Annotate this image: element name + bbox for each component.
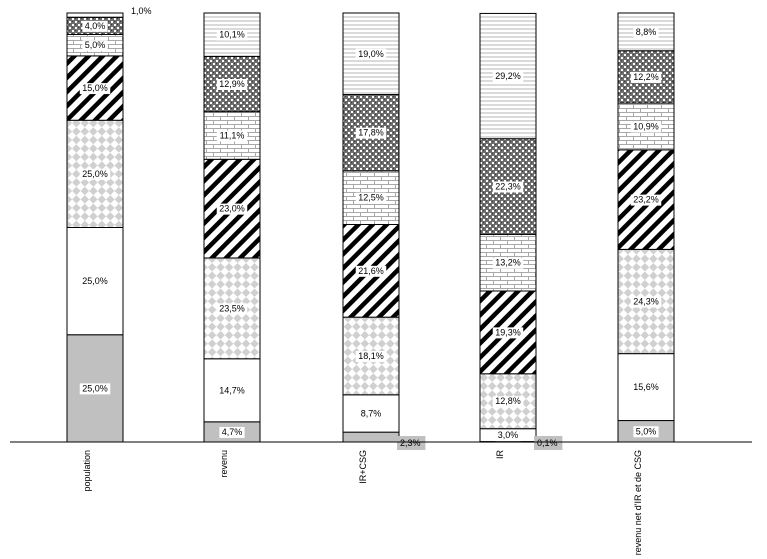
- data-label-bg: [492, 257, 524, 269]
- data-label-bg: [358, 408, 384, 420]
- data-label-bg: [633, 26, 659, 38]
- data-label-bg: [82, 40, 108, 52]
- data-label: 5,0%: [636, 426, 657, 436]
- data-label-bg: [630, 71, 662, 83]
- data-label: 11,1%: [220, 130, 245, 140]
- data-label: 8,8%: [636, 27, 657, 37]
- category-label: IR: [495, 449, 505, 459]
- data-label: 4,0%: [85, 21, 106, 31]
- data-label: 13,2%: [495, 258, 521, 268]
- data-label: 8,7%: [361, 408, 382, 418]
- data-labels-layer: 25,0% 25,0% 25,0% 15,0% 5,0% 4,0% 1,0% 4,7% 14,7…: [79, 6, 662, 450]
- data-label: 10,1%: [219, 30, 245, 40]
- category-label: revenu: [219, 450, 229, 478]
- data-label-bg: [355, 192, 387, 204]
- bar-2: [342, 12, 400, 443]
- data-label-box: [397, 436, 426, 450]
- data-label: 4,7%: [222, 427, 243, 437]
- data-label-bg: [216, 78, 248, 90]
- data-label: 22,3%: [495, 182, 521, 192]
- data-label: 12,5%: [358, 193, 384, 203]
- data-label-bg: [355, 127, 387, 139]
- data-label-bg: [219, 426, 245, 438]
- data-label: 18,1%: [358, 351, 384, 361]
- data-label-bg: [79, 383, 111, 395]
- category-label: IR+CSG: [358, 450, 368, 484]
- data-label: 29,2%: [495, 71, 521, 81]
- data-label: 23,2%: [633, 195, 659, 205]
- bar-4: [617, 12, 675, 443]
- bar-0: [66, 12, 124, 443]
- bar-segment-fourth: [617, 149, 675, 250]
- data-label: 15,6%: [633, 382, 659, 392]
- data-label-bg: [630, 296, 662, 308]
- data-label: 2,3%: [400, 438, 421, 448]
- data-label: 19,0%: [358, 49, 384, 59]
- data-label: 24,3%: [633, 297, 659, 307]
- bar-segment-second: [203, 358, 261, 423]
- data-label-bg: [82, 20, 108, 32]
- data-label-bg: [492, 327, 524, 339]
- data-label: 25,0%: [82, 276, 108, 286]
- data-label: 15,0%: [82, 83, 108, 93]
- data-label: 10,9%: [633, 121, 659, 131]
- data-label: 12,8%: [495, 396, 521, 406]
- data-label: 25,0%: [82, 169, 108, 179]
- data-label: 12,2%: [633, 72, 659, 82]
- data-label-bg: [216, 303, 248, 315]
- category-label: revenu net d'IR et de CSG: [633, 450, 643, 555]
- data-label-bg: [492, 181, 524, 193]
- data-label-bg: [216, 130, 248, 142]
- data-label: 14,7%: [219, 385, 245, 395]
- data-label: 23,5%: [219, 303, 245, 313]
- bars-layer: [66, 12, 675, 443]
- bar-segment-top: [479, 12, 537, 140]
- data-label: 19,3%: [495, 327, 521, 337]
- data-label: 1,0%: [131, 6, 152, 16]
- data-label-box: [534, 436, 563, 450]
- data-label-bg: [495, 430, 521, 442]
- data-label: 23,0%: [219, 204, 245, 214]
- data-label-bg: [630, 121, 662, 133]
- data-label-bg: [79, 168, 111, 180]
- data-label: 3,0%: [498, 430, 519, 440]
- data-label-bg: [216, 203, 248, 215]
- data-label-bg: [492, 71, 524, 83]
- bar-1: [203, 12, 261, 443]
- bar-3: [479, 12, 537, 443]
- data-label: 17,8%: [358, 128, 384, 138]
- data-label: 25,0%: [82, 383, 108, 393]
- data-label-bg: [79, 83, 111, 95]
- data-label-bg: [630, 382, 662, 394]
- data-label-bg: [355, 48, 387, 60]
- data-label-bg: [355, 265, 387, 277]
- data-label-bg: [216, 29, 248, 41]
- data-label-bg: [216, 385, 248, 397]
- data-label-bg: [630, 194, 662, 206]
- data-label-bg: [492, 396, 524, 408]
- data-label-bg: [355, 350, 387, 362]
- data-label-bg: [633, 426, 659, 438]
- data-label: 12,9%: [219, 79, 245, 89]
- bar-segment-lowest: [342, 431, 400, 443]
- x-axis: population revenu IR+CSG IR revenu net d'IR …: [10, 441, 752, 555]
- data-label: 0,1%: [537, 438, 558, 448]
- data-label: 21,6%: [358, 266, 384, 276]
- category-label: population: [82, 450, 92, 492]
- data-label: 5,0%: [85, 40, 106, 50]
- data-label-bg: [79, 276, 111, 288]
- bar-segment-top: [66, 12, 124, 18]
